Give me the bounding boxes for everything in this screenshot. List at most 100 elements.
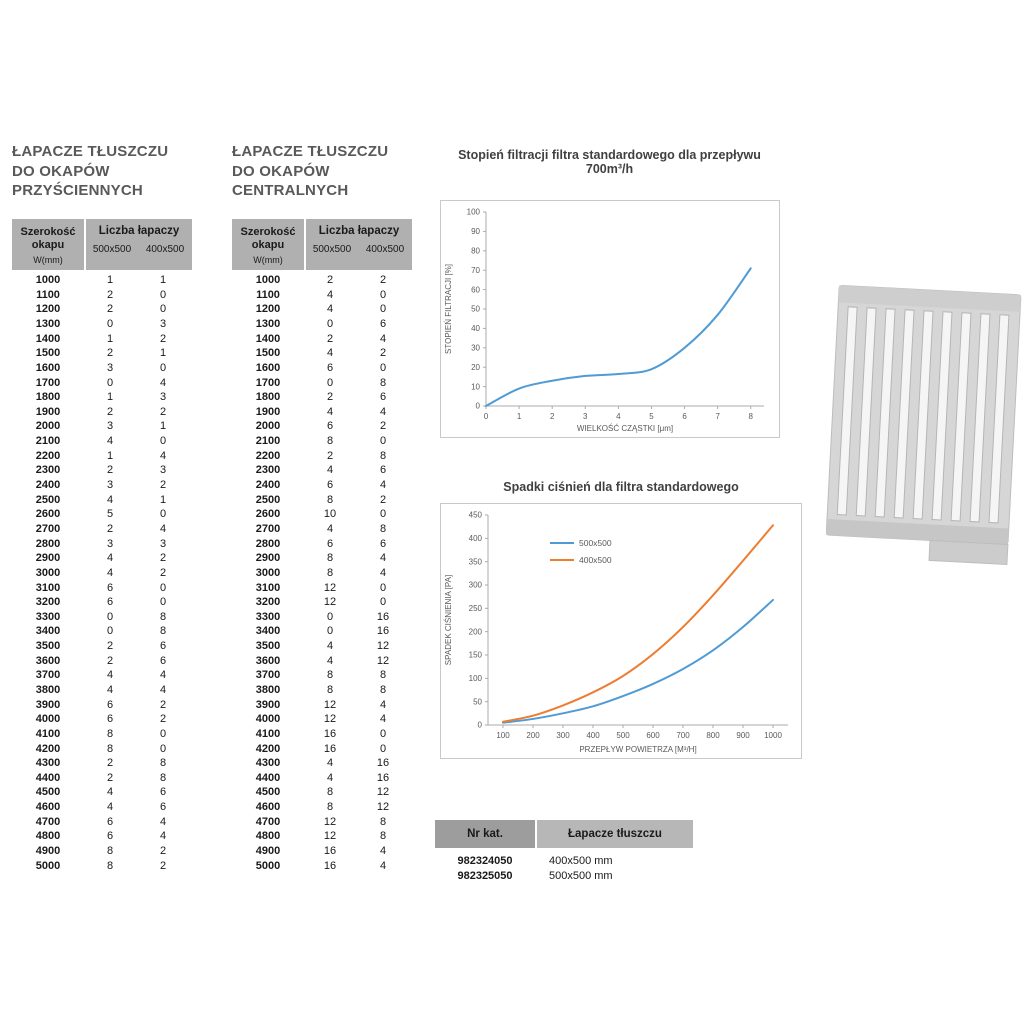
- table-cell: 1700: [35, 376, 61, 389]
- table-cell: 2: [159, 332, 167, 345]
- table-row: 1000 2 2: [232, 273, 412, 288]
- filter-slat: [931, 311, 953, 521]
- catalog-row: 982324050 400x500 mm: [435, 853, 693, 869]
- table-cell: 0: [106, 610, 114, 623]
- table-cell: 6: [159, 640, 167, 653]
- table-cell: 12: [323, 815, 337, 828]
- table-cell: 1900: [35, 405, 61, 418]
- table-cell: 2: [106, 640, 114, 653]
- table-cell: 4: [106, 684, 114, 696]
- table-cell: 0: [326, 625, 334, 638]
- central-hoods-title: ŁAPACZE TŁUSZCZU DO OKAPÓW CENTRALNYCH: [232, 143, 389, 199]
- svg-text:800: 800: [706, 731, 720, 740]
- table-cell: 8: [159, 771, 167, 784]
- header-count-group-label: Liczba łapaczy: [318, 224, 400, 237]
- table-cell: 6: [106, 830, 114, 843]
- table-cell: 3: [159, 317, 167, 330]
- table-row: 3600 2 6: [12, 654, 192, 669]
- table-cell: 1800: [35, 391, 61, 404]
- table-cell: 4800: [255, 830, 281, 843]
- header-size-500: 500x500: [92, 243, 132, 255]
- table-row: 1700 0 4: [12, 376, 192, 391]
- table-row: 2600 5 0: [12, 508, 192, 523]
- table-cell: 0: [379, 303, 387, 316]
- svg-text:70: 70: [471, 266, 480, 275]
- table-row: 2700 4 8: [232, 522, 412, 537]
- svg-text:100: 100: [496, 731, 510, 740]
- table-cell: 4800: [35, 830, 61, 843]
- table-row: 2700 2 4: [12, 522, 192, 537]
- table-cell: 6: [379, 391, 387, 404]
- table-cell: 4: [159, 449, 167, 462]
- table-row: 3500 4 12: [232, 639, 412, 654]
- table-cell: 1100: [256, 288, 280, 301]
- table-cell: 1300: [255, 317, 281, 330]
- table-cell: 3000: [255, 566, 281, 579]
- table-row: 2600 10 0: [232, 508, 412, 523]
- svg-text:450: 450: [469, 511, 483, 520]
- svg-text:400: 400: [469, 534, 483, 543]
- table-cell: 1000: [35, 274, 61, 287]
- table-cell: 2700: [255, 522, 281, 535]
- table-row: 4800 12 8: [232, 830, 412, 845]
- x-axis-label: WIELKOŚĆ CZĄSTKI [μm]: [576, 424, 672, 433]
- table-cell: 2: [159, 566, 167, 579]
- table-row: 4700 12 8: [232, 815, 412, 830]
- legend-label-400x500: 400x500: [579, 555, 612, 565]
- table-cell: 3100: [255, 581, 281, 594]
- table-row: 3900 12 4: [232, 698, 412, 713]
- table-cell: 2800: [255, 537, 281, 550]
- table-cell: 8: [326, 493, 334, 506]
- table-cell: 4: [159, 815, 167, 828]
- table-row: 3200 6 0: [12, 595, 192, 610]
- table-row: 3400 0 16: [232, 625, 412, 640]
- table-cell: 4: [379, 405, 387, 418]
- filter-slat: [874, 308, 896, 518]
- table-cell: 0: [379, 742, 387, 755]
- x-axis-label: PRZEPŁYW POWIETRZA [M³/H]: [579, 745, 696, 754]
- table-cell: 3500: [255, 640, 281, 653]
- table-cell: 16: [376, 625, 390, 638]
- table-cell: 8: [159, 625, 167, 638]
- table-cell: 4: [379, 859, 387, 872]
- table-cell: 8: [159, 610, 167, 623]
- table-cell: 12: [376, 654, 390, 667]
- table-row: 4800 6 4: [12, 830, 192, 845]
- table-cell: 2000: [35, 420, 61, 433]
- table-cell: 4: [159, 376, 167, 389]
- table-cell: 16: [323, 742, 337, 755]
- svg-text:30: 30: [471, 344, 480, 353]
- table-cell: 3200: [35, 596, 61, 609]
- table-cell: 2: [326, 332, 334, 345]
- table-cell: 3800: [35, 684, 61, 696]
- table-cell: 2600: [35, 508, 61, 521]
- catalog-size: 500x500 mm: [549, 870, 613, 883]
- table-cell: 1300: [35, 317, 61, 330]
- catalog-table-header: Nr kat. Łapacze tłuszczu: [435, 820, 693, 848]
- svg-text:0: 0: [475, 402, 480, 411]
- table-cell: 4: [326, 464, 334, 477]
- filtration-chart: 0 10 20 30 40 50 60 70 80 90 100 0 1 2 3 4 5 6 7 8 WIELKOŚĆ …: [439, 200, 780, 438]
- table-cell: 4100: [255, 727, 281, 740]
- table-cell: 4400: [255, 771, 281, 784]
- filter-slat: [893, 309, 915, 519]
- table-cell: 1400: [35, 332, 61, 345]
- table-cell: 2200: [255, 449, 281, 462]
- svg-text:90: 90: [471, 227, 480, 236]
- table-cell: 3300: [35, 610, 61, 623]
- table-row: 4400 4 16: [232, 771, 412, 786]
- table-cell: 4900: [255, 845, 281, 858]
- table-row: 2300 4 6: [232, 464, 412, 479]
- table-cell: 2500: [35, 493, 61, 506]
- table-cell: 2: [106, 464, 114, 477]
- table-row: 2900 4 2: [12, 551, 192, 566]
- catalog-number: 982325050: [457, 870, 513, 883]
- table-cell: 8: [379, 522, 387, 535]
- catalog-row: 982325050 500x500 mm: [435, 869, 693, 885]
- table-row: 1200 2 0: [12, 303, 192, 318]
- table-cell: 1200: [255, 303, 281, 316]
- svg-text:250: 250: [469, 604, 483, 613]
- table-cell: 4300: [35, 757, 61, 770]
- table-cell: 4: [326, 654, 334, 667]
- table-cell: 16: [323, 859, 337, 872]
